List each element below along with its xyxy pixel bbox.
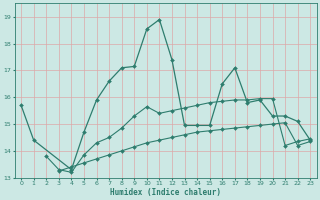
X-axis label: Humidex (Indice chaleur): Humidex (Indice chaleur) <box>110 188 221 197</box>
